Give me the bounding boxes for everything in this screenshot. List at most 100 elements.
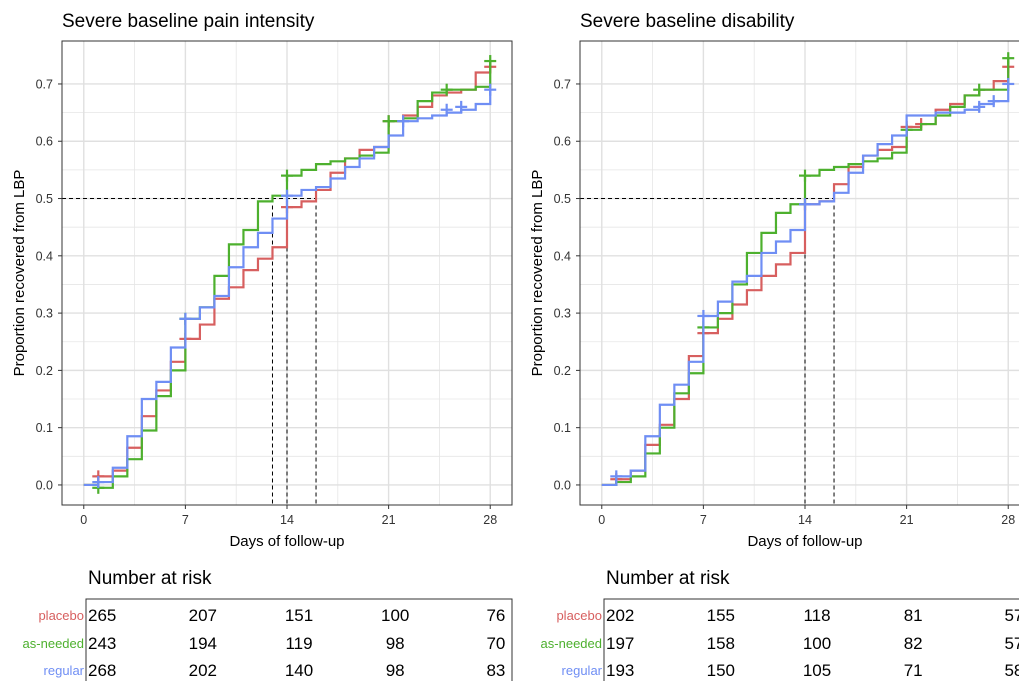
censor-mark-regular <box>799 198 811 211</box>
x-tick-label: 7 <box>182 513 189 527</box>
y-tick-label: 0.1 <box>554 421 571 435</box>
risk-count: 57 <box>1004 606 1019 625</box>
km-curve-regular <box>601 83 1010 487</box>
y-tick-label: 0.6 <box>36 135 53 149</box>
risk-table-frame <box>85 598 513 681</box>
risk-count: 155 <box>707 606 735 625</box>
x-axis-label: Days of follow-up <box>229 533 344 550</box>
chart-title: Severe baseline disability <box>580 11 795 32</box>
risk-count: 194 <box>189 634 217 653</box>
risk-count: 265 <box>88 606 116 625</box>
x-tick-label: 0 <box>80 513 87 527</box>
censor-mark-as-needed <box>799 169 811 182</box>
risk-count: 105 <box>803 661 831 680</box>
x-tick-label: 28 <box>483 513 497 527</box>
y-tick-label: 0.4 <box>554 249 571 263</box>
km-curve-as-needed <box>601 58 1010 487</box>
risk-count: 57 <box>1004 634 1019 653</box>
y-tick-label: 0.7 <box>554 77 571 91</box>
risk-count: 268 <box>88 661 116 680</box>
censor-mark-as-needed <box>382 115 395 128</box>
censor-mark-regular <box>455 100 468 113</box>
y-tick-label: 0.6 <box>554 135 571 149</box>
risk-count: 202 <box>606 606 634 625</box>
y-tick-label: 0.1 <box>36 421 53 435</box>
risk-count: 140 <box>285 661 313 680</box>
risk-table: Number at risk placebo 202 155 118 81 57 as-nee… <box>541 568 1019 681</box>
x-tick-label: 28 <box>1001 513 1015 527</box>
risk-strata-label-regular: regular <box>562 663 603 678</box>
x-tick-label: 21 <box>382 513 396 527</box>
y-tick-label: 0.3 <box>554 307 571 321</box>
risk-table-frame <box>603 598 1019 681</box>
series-lines <box>83 55 497 494</box>
y-tick-label: 0.0 <box>554 478 571 492</box>
risk-count: 202 <box>189 661 217 680</box>
y-tick-label: 0.5 <box>36 192 53 206</box>
risk-strata-label-regular: regular <box>44 663 85 678</box>
risk-count: 98 <box>386 661 405 680</box>
censor-mark-as-needed <box>973 83 986 96</box>
y-tick-label: 0.3 <box>36 307 53 321</box>
risk-count: 193 <box>606 661 634 680</box>
risk-count: 151 <box>285 606 313 625</box>
censor-mark-regular <box>697 309 710 322</box>
chart-title: Severe baseline pain intensity <box>62 11 315 32</box>
risk-count: 100 <box>803 634 831 653</box>
y-tick-label: 0.2 <box>36 364 53 378</box>
censor-mark-as-needed <box>484 55 497 68</box>
risk-count: 81 <box>904 606 923 625</box>
x-tick-label: 7 <box>700 513 707 527</box>
km-curve-as-needed <box>83 61 492 489</box>
censor-mark-regular <box>610 470 623 483</box>
risk-count: 98 <box>386 634 405 653</box>
y-tick-label: 0.4 <box>36 249 53 263</box>
censor-mark-regular <box>987 95 1000 108</box>
risk-count: 119 <box>285 634 312 653</box>
censor-mark-as-needed <box>1002 52 1015 65</box>
risk-strata-label-as-needed: as-needed <box>541 636 602 651</box>
censor-mark-as-needed <box>440 83 453 96</box>
x-axis-label: Days of follow-up <box>747 533 862 550</box>
chart-panel-2: Severe baseline disability 0 7 14 21 28 0.0 0.1… <box>529 11 1019 681</box>
risk-count: 70 <box>486 634 505 653</box>
x-tick-label: 14 <box>798 513 812 527</box>
censor-mark-regular <box>440 103 453 116</box>
x-tick-label: 14 <box>280 513 294 527</box>
x-tick-label: 0 <box>598 513 605 527</box>
series-lines <box>601 52 1015 487</box>
y-tick-label: 0.0 <box>36 478 53 492</box>
risk-count: 58 <box>1004 661 1019 680</box>
censor-mark-regular <box>281 189 293 202</box>
risk-table-title: Number at risk <box>88 568 212 589</box>
censor-mark-regular <box>397 115 410 128</box>
y-tick-label: 0.5 <box>554 192 571 206</box>
y-tick-label: 0.2 <box>554 364 571 378</box>
y-tick-label: 0.7 <box>36 77 53 91</box>
risk-count: 82 <box>904 634 923 653</box>
censor-mark-regular <box>179 312 192 325</box>
risk-count: 118 <box>803 606 830 625</box>
censor-mark-regular <box>1002 77 1015 90</box>
risk-strata-label-placebo: placebo <box>556 608 602 623</box>
y-axis-label: Proportion recovered from LBP <box>11 170 28 377</box>
censor-mark-regular <box>484 83 497 96</box>
censor-mark-as-needed <box>281 169 293 182</box>
risk-count: 207 <box>189 606 217 625</box>
risk-count: 243 <box>88 634 116 653</box>
risk-count: 83 <box>486 661 505 680</box>
x-tick-label: 21 <box>900 513 914 527</box>
risk-table: Number at risk placebo 265 207 151 100 76 as-ne… <box>23 568 513 681</box>
chart-panel-1: Severe baseline pain intensity 0 7 14 21 28 0.… <box>11 11 513 681</box>
risk-count: 71 <box>904 661 923 680</box>
risk-strata-label-placebo: placebo <box>38 608 84 623</box>
y-axis-label: Proportion recovered from LBP <box>529 170 546 377</box>
censor-mark-regular <box>92 476 105 489</box>
risk-count: 197 <box>606 634 634 653</box>
risk-count: 158 <box>707 634 735 653</box>
risk-table-title: Number at risk <box>606 568 730 589</box>
risk-count: 100 <box>381 606 409 625</box>
risk-count: 150 <box>707 661 735 680</box>
risk-strata-label-as-needed: as-needed <box>23 636 84 651</box>
